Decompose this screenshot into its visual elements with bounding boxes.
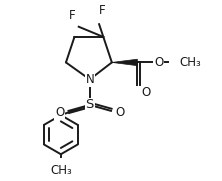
Text: CH₃: CH₃	[50, 164, 72, 177]
Text: O: O	[55, 106, 64, 119]
Text: N: N	[85, 73, 94, 86]
Text: O: O	[154, 56, 163, 69]
Text: O: O	[115, 106, 125, 119]
Text: F: F	[69, 9, 75, 22]
Text: O: O	[142, 86, 151, 99]
Text: F: F	[99, 4, 105, 17]
Polygon shape	[112, 59, 137, 66]
Text: CH₃: CH₃	[179, 56, 201, 69]
Text: S: S	[85, 98, 94, 111]
